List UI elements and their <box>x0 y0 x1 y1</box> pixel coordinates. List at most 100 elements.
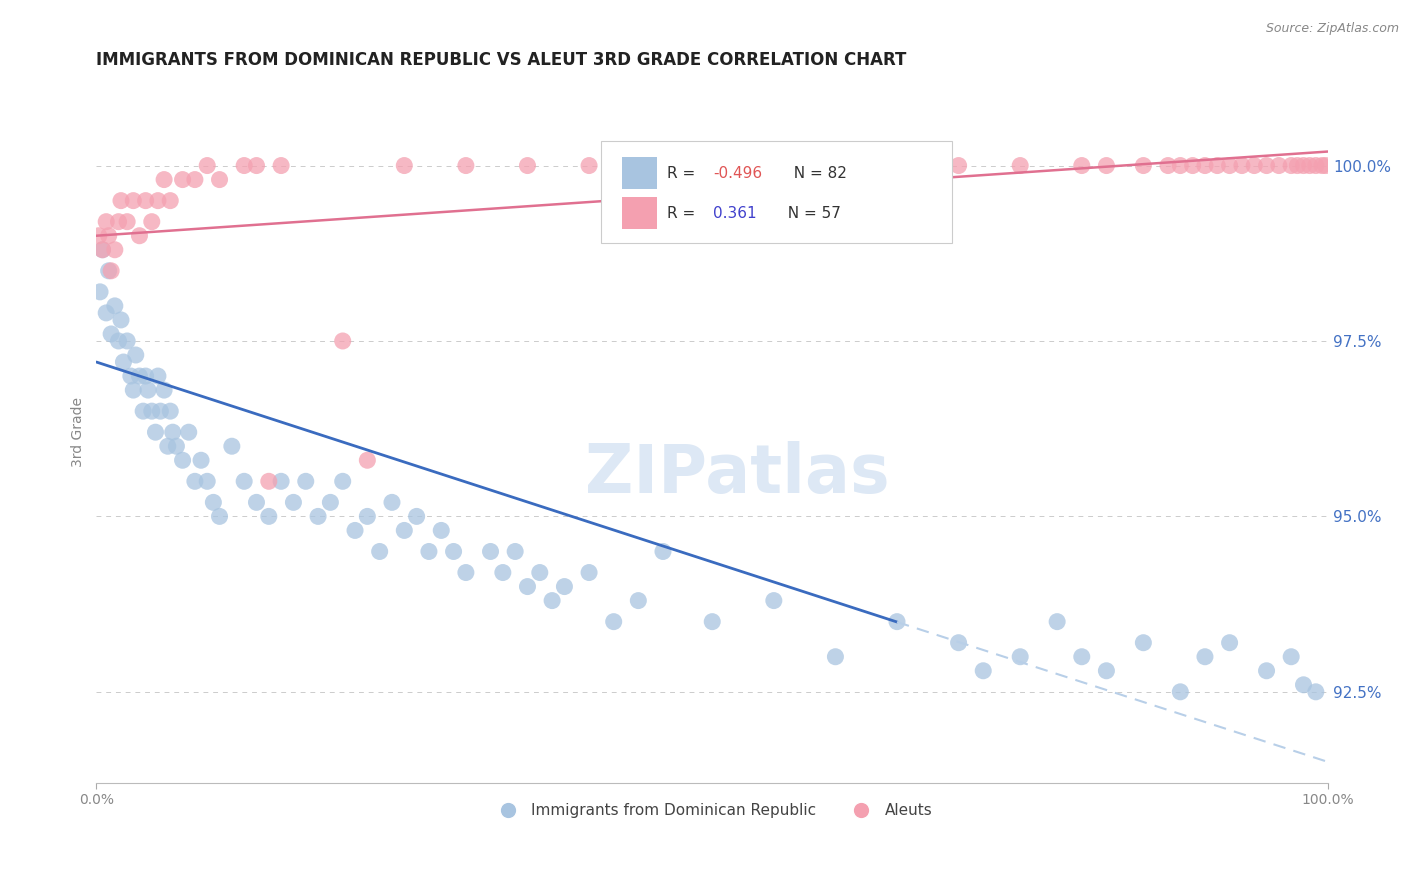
Point <box>132 404 155 418</box>
Point <box>110 313 132 327</box>
Point <box>110 194 132 208</box>
Point <box>1194 159 1216 173</box>
Point <box>104 243 127 257</box>
Point <box>184 475 207 489</box>
Point <box>578 159 600 173</box>
Point <box>762 593 785 607</box>
Point <box>156 439 179 453</box>
Point <box>177 425 200 440</box>
Point <box>578 566 600 580</box>
Point <box>319 495 342 509</box>
Point <box>107 215 129 229</box>
Point <box>1132 636 1154 650</box>
Point <box>652 544 675 558</box>
Point <box>141 404 163 418</box>
Point <box>1279 649 1302 664</box>
Point <box>824 159 846 173</box>
Point <box>149 404 172 418</box>
Point <box>122 194 145 208</box>
Point <box>172 453 194 467</box>
Point <box>1286 159 1309 173</box>
FancyBboxPatch shape <box>602 141 952 243</box>
Text: R =: R = <box>666 206 704 220</box>
Point <box>1279 159 1302 173</box>
Point <box>208 172 231 186</box>
Point <box>257 509 280 524</box>
Text: -0.496: -0.496 <box>713 166 762 181</box>
Point <box>516 159 538 173</box>
Point <box>89 285 111 299</box>
Point <box>165 439 187 453</box>
Point <box>516 580 538 594</box>
Point <box>1315 159 1337 173</box>
Point <box>245 495 267 509</box>
Point <box>702 159 724 173</box>
Point <box>245 159 267 173</box>
Point <box>162 425 184 440</box>
Point <box>233 159 256 173</box>
Point <box>146 369 169 384</box>
Point <box>1070 649 1092 664</box>
Point <box>602 615 624 629</box>
Point <box>443 544 465 558</box>
Point <box>541 593 564 607</box>
Point <box>136 383 159 397</box>
Point <box>195 475 218 489</box>
Point <box>1168 685 1191 699</box>
Point <box>294 475 316 489</box>
Point <box>1168 159 1191 173</box>
Point <box>1132 159 1154 173</box>
Point <box>195 159 218 173</box>
Point <box>381 495 404 509</box>
Point <box>97 228 120 243</box>
FancyBboxPatch shape <box>623 157 657 189</box>
Point <box>702 615 724 629</box>
Point <box>104 299 127 313</box>
Point <box>368 544 391 558</box>
Text: Source: ZipAtlas.com: Source: ZipAtlas.com <box>1265 22 1399 36</box>
Point <box>202 495 225 509</box>
Point <box>159 194 181 208</box>
Point <box>1010 159 1032 173</box>
Point <box>233 475 256 489</box>
Point <box>1305 685 1327 699</box>
Text: N = 57: N = 57 <box>778 206 841 220</box>
Point <box>96 215 118 229</box>
Point <box>627 593 650 607</box>
Point <box>886 159 908 173</box>
FancyBboxPatch shape <box>623 197 657 228</box>
Point <box>430 524 453 538</box>
Point <box>948 636 970 650</box>
Point <box>1256 664 1278 678</box>
Point <box>91 243 114 257</box>
Point <box>257 475 280 489</box>
Point <box>1194 649 1216 664</box>
Point <box>100 264 122 278</box>
Point <box>1206 159 1229 173</box>
Point <box>115 215 138 229</box>
Point <box>270 475 292 489</box>
Point <box>270 159 292 173</box>
Point <box>886 615 908 629</box>
Point <box>97 264 120 278</box>
Point <box>1219 636 1241 650</box>
Y-axis label: 3rd Grade: 3rd Grade <box>72 397 86 467</box>
Point <box>1292 159 1315 173</box>
Point <box>1305 159 1327 173</box>
Point <box>112 355 135 369</box>
Point <box>503 544 526 558</box>
Point <box>454 159 477 173</box>
Point <box>153 172 176 186</box>
Point <box>479 544 502 558</box>
Text: N = 82: N = 82 <box>783 166 846 181</box>
Point <box>283 495 305 509</box>
Text: IMMIGRANTS FROM DOMINICAN REPUBLIC VS ALEUT 3RD GRADE CORRELATION CHART: IMMIGRANTS FROM DOMINICAN REPUBLIC VS AL… <box>97 51 907 69</box>
Point <box>307 509 329 524</box>
Point <box>141 215 163 229</box>
Point <box>332 475 354 489</box>
Point <box>529 566 551 580</box>
Point <box>1095 664 1118 678</box>
Point <box>145 425 167 440</box>
Point <box>972 664 994 678</box>
Point <box>107 334 129 348</box>
